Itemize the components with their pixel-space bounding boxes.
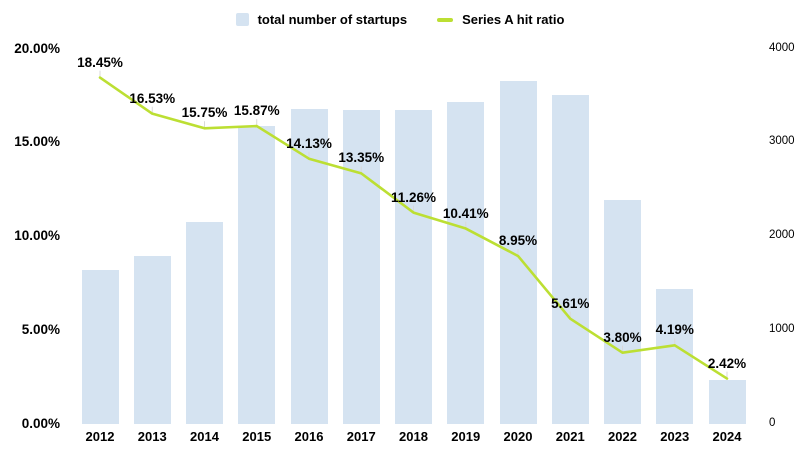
bar-2023 bbox=[656, 289, 694, 424]
point-label-2021: 5.61% bbox=[551, 295, 590, 311]
bar-series-swatch-icon bbox=[235, 13, 249, 26]
x-axis-label-2015: 2015 bbox=[242, 429, 272, 444]
legend-label-hit-ratio: Series A hit ratio bbox=[462, 12, 565, 27]
bar-2012 bbox=[81, 270, 119, 424]
x-axis-label-2024: 2024 bbox=[712, 429, 742, 444]
x-axis-label-2017: 2017 bbox=[346, 429, 376, 444]
x-axis-label-2016: 2016 bbox=[294, 429, 324, 444]
point-label-2015: 15.87% bbox=[233, 103, 280, 119]
legend-item-startups: total number of startups bbox=[235, 12, 408, 27]
x-axis-label-2020: 2020 bbox=[503, 429, 533, 444]
right-axis-tick: 4000 bbox=[769, 41, 795, 54]
legend: total number of startups Series A hit ra… bbox=[0, 12, 800, 27]
x-axis-label-2018: 2018 bbox=[399, 429, 428, 444]
x-axis-label-2023: 2023 bbox=[660, 429, 690, 444]
bar-2022 bbox=[604, 199, 641, 424]
legend-label-startups: total number of startups bbox=[257, 12, 408, 27]
point-label-2013: 16.53% bbox=[129, 90, 176, 106]
x-axis-label-2014: 2014 bbox=[190, 429, 219, 444]
left-axis-tick: 20.00% bbox=[14, 40, 60, 56]
right-axis-tick: 0 bbox=[769, 417, 776, 429]
line-series-swatch-icon bbox=[437, 17, 454, 22]
point-label-2023: 4.19% bbox=[655, 322, 694, 338]
bar-2024 bbox=[708, 380, 746, 424]
hit-ratio-line bbox=[98, 76, 729, 380]
x-axis-label-2022: 2022 bbox=[608, 429, 637, 444]
bar-2019 bbox=[447, 101, 485, 424]
legend-item-hit-ratio: Series A hit ratio bbox=[437, 12, 564, 27]
right-axis-tick: 1000 bbox=[769, 323, 795, 336]
x-axis-label-2013: 2013 bbox=[137, 429, 167, 444]
bar-2021 bbox=[551, 94, 589, 424]
point-label-2024: 2.42% bbox=[707, 355, 747, 371]
point-label-2017: 13.35% bbox=[338, 150, 385, 166]
point-label-2018: 11.26% bbox=[390, 189, 437, 205]
left-axis-tick: 5.00% bbox=[21, 322, 60, 338]
x-axis-label-2012: 2012 bbox=[85, 429, 115, 444]
point-label-2016: 14.13% bbox=[286, 135, 332, 151]
left-axis-tick: 15.00% bbox=[14, 134, 60, 150]
bar-2015 bbox=[238, 126, 276, 424]
point-label-2012: 18.45% bbox=[77, 54, 123, 70]
x-axis-label-2019: 2019 bbox=[451, 429, 481, 444]
bar-2018 bbox=[395, 109, 432, 424]
point-label-2014: 15.75% bbox=[181, 105, 228, 121]
point-label-2020: 8.95% bbox=[498, 232, 538, 248]
bar-2013 bbox=[133, 255, 171, 424]
bar-2017 bbox=[342, 110, 380, 424]
point-label-2022: 3.80% bbox=[603, 329, 642, 345]
right-axis-tick: 2000 bbox=[769, 229, 795, 242]
left-axis-tick: 0.00% bbox=[21, 416, 60, 431]
right-axis-tick: 3000 bbox=[769, 135, 795, 148]
x-axis-label-2021: 2021 bbox=[555, 429, 585, 444]
left-axis-tick: 10.00% bbox=[14, 228, 60, 244]
bar-2014 bbox=[186, 222, 223, 424]
point-label-2019: 10.41% bbox=[442, 205, 489, 221]
